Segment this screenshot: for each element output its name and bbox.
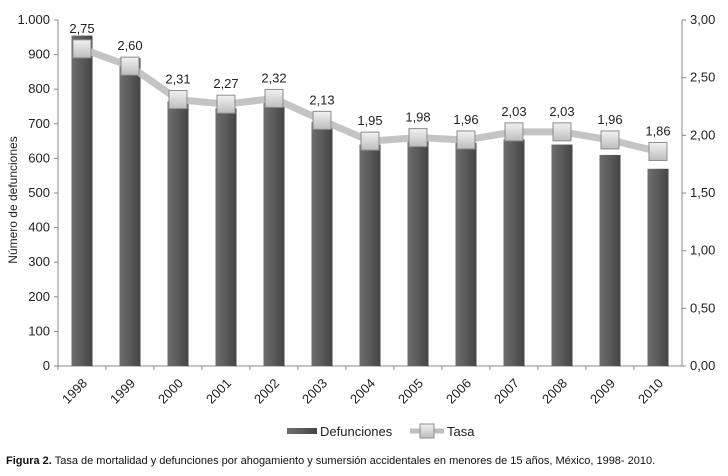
left-tick-label: 1.000: [17, 12, 50, 27]
x-tick-label: 2002: [251, 376, 282, 407]
right-tick-label: 1,00: [690, 243, 715, 258]
right-tick-label: 0,50: [690, 300, 715, 315]
right-tick-label: 3,00: [690, 12, 715, 27]
x-tick-label: 2001: [203, 376, 234, 407]
tasa-marker: [312, 110, 332, 130]
x-tick-label: 2004: [347, 376, 378, 407]
left-tick-label: 600: [28, 150, 50, 165]
bar-defunciones: [167, 101, 189, 366]
bar-defunciones: [647, 168, 669, 366]
x-tick-label: 1999: [107, 376, 138, 407]
left-tick-label: 0: [43, 358, 50, 373]
tasa-data-label: 2,60: [117, 38, 142, 53]
right-tick-label: 0,00: [690, 358, 715, 373]
bar-defunciones: [119, 58, 141, 367]
combo-chart: 0 100 200 300 400 500 600 700 800 900 1.000 0,00 0,5…: [6, 12, 715, 439]
x-tick-label: 2007: [491, 376, 522, 407]
left-tick-label: 900: [28, 47, 50, 62]
bar-defunciones: [71, 35, 93, 366]
tasa-data-label: 2,75: [69, 21, 94, 36]
tasa-data-label: 1,95: [357, 113, 382, 128]
tasa-data-label: 1,96: [453, 112, 478, 127]
bar-defunciones: [455, 142, 477, 366]
tasa-marker: [216, 94, 236, 114]
bar-defunciones: [551, 144, 573, 366]
tasa-marker: [456, 130, 476, 150]
left-tick-label: 700: [28, 116, 50, 131]
left-tick-label: 300: [28, 254, 50, 269]
bar-defunciones: [503, 139, 525, 366]
x-tick-label: 2010: [635, 376, 666, 407]
right-tick-label: 2,50: [690, 70, 715, 85]
tasa-data-label: 1,96: [597, 112, 622, 127]
right-tick-label: 1,50: [690, 185, 715, 200]
bars: [71, 35, 669, 367]
left-tick-label: 500: [28, 185, 50, 200]
tasa-data-label: 1,86: [645, 123, 670, 138]
left-tick-label: 800: [28, 81, 50, 96]
bar-defunciones: [359, 144, 381, 366]
x-tick-label: 2008: [539, 376, 570, 407]
legend-tasa-marker: [419, 423, 435, 439]
tasa-marker: [264, 88, 284, 108]
left-tick-label: 200: [28, 289, 50, 304]
tasa-marker: [552, 122, 572, 142]
tasa-data-label: 2,03: [501, 104, 526, 119]
tasa-marker: [120, 56, 140, 76]
legend-defunciones-swatch: [287, 428, 317, 434]
tasa-data-label: 2,32: [261, 70, 286, 85]
tasa-data-label: 2,13: [309, 92, 334, 107]
tasa-marker: [648, 141, 668, 161]
tasa-marker: [504, 122, 524, 142]
tasa-line-group: [72, 39, 668, 161]
tasa-data-label: 2,31: [165, 72, 190, 87]
figure-caption: Figura 2. Tasa de mortalidad y defuncion…: [6, 455, 655, 467]
x-tick-label: 2003: [299, 376, 330, 407]
bar-defunciones: [215, 108, 237, 366]
tasa-marker: [360, 131, 380, 151]
tasa-data-label: 1,98: [405, 110, 430, 125]
bar-defunciones: [263, 99, 285, 366]
tasa-data-label: 2,27: [213, 76, 238, 91]
x-tick-label: 2000: [155, 376, 186, 407]
bar-defunciones: [599, 154, 621, 366]
right-tick-label: 2,00: [690, 127, 715, 142]
y-axis-label: Número de defunciones: [6, 136, 20, 263]
left-tick-label: 400: [28, 220, 50, 235]
tasa-marker: [72, 39, 92, 59]
x-tick-label: 2009: [587, 376, 618, 407]
legend-tasa-label: Tasa: [447, 424, 475, 439]
tasa-marker: [408, 128, 428, 148]
caption-label: Figura 2.: [6, 455, 52, 467]
left-tick-label: 100: [28, 323, 50, 338]
caption-text: Tasa de mortalidad y defunciones por aho…: [51, 455, 656, 467]
tasa-marker: [168, 90, 188, 110]
x-tick-label: 1998: [59, 376, 90, 407]
bar-defunciones: [311, 122, 333, 366]
legend-defunciones-label: Defunciones: [320, 424, 393, 439]
legend: Defunciones Tasa: [287, 423, 475, 439]
x-tick-label: 2006: [443, 376, 474, 407]
tasa-data-label: 2,03: [549, 104, 574, 119]
x-tick-label: 2005: [395, 376, 426, 407]
tasa-marker: [600, 130, 620, 150]
bar-defunciones: [407, 141, 429, 366]
data-labels: 2,75 2,60 2,31 2,27 2,32 2,13 1,95 1,98 1,96 2,03…: [69, 21, 670, 139]
